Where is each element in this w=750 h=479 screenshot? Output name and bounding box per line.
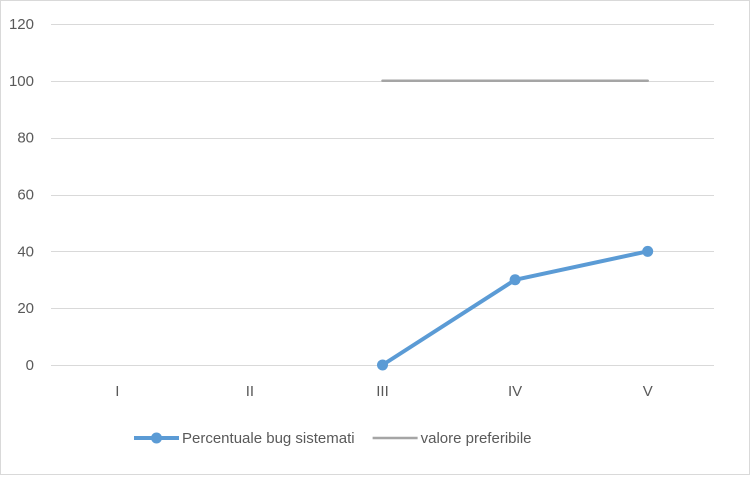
y-tick-label: 80 (17, 130, 34, 147)
y-axis-tick-labels: 0 20 40 60 80 100 120 (9, 16, 34, 374)
legend-label: Percentuale bug sistemati (182, 430, 355, 447)
x-tick-label: I (115, 383, 119, 400)
data-point (377, 359, 388, 371)
y-tick-label: 40 (17, 243, 34, 260)
series-layer (377, 79, 654, 371)
x-axis-tick-labels: I II III IV V (115, 383, 652, 400)
y-tick-label: 120 (9, 16, 34, 33)
data-point (642, 245, 654, 257)
legend-item: Percentuale bug sistemati (134, 430, 355, 447)
data-point (509, 274, 521, 286)
x-tick-label: II (246, 383, 254, 400)
y-tick-label: 0 (26, 357, 34, 374)
x-tick-label: IV (508, 383, 522, 400)
legend: Percentuale bug sistemati valore preferib… (134, 430, 532, 447)
x-tick-label: III (376, 383, 389, 400)
legend-item: valore preferibile (372, 430, 532, 447)
y-tick-label: 20 (17, 300, 34, 317)
y-tick-label: 100 (9, 73, 34, 90)
gridlines (51, 24, 714, 366)
legend-label: valore preferibile (421, 430, 532, 447)
legend-marker (151, 432, 162, 444)
y-tick-label: 60 (17, 187, 34, 204)
x-tick-label: V (643, 383, 653, 400)
